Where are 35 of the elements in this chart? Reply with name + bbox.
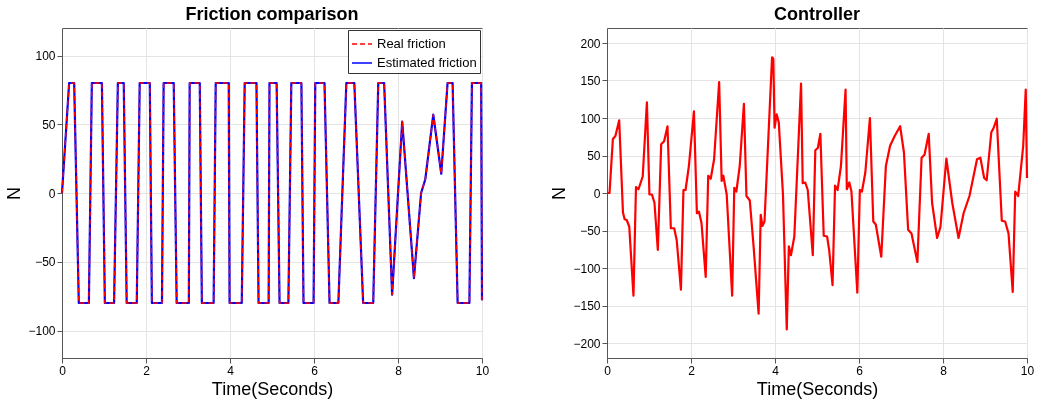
chart-title: Friction comparison bbox=[185, 4, 359, 24]
x-axis-title: Time(Seconds) bbox=[756, 378, 879, 399]
legend-label: Real friction bbox=[377, 36, 446, 51]
x-tick-label: 4 bbox=[772, 363, 780, 378]
x-tick-label: 10 bbox=[1020, 363, 1035, 378]
y-tick-label: 200 bbox=[580, 36, 601, 51]
chart-title: Controller bbox=[773, 4, 861, 24]
x-tick-label: 8 bbox=[395, 363, 403, 378]
y-tick-label: 0 bbox=[48, 186, 56, 201]
x-tick-label: 10 bbox=[475, 363, 490, 378]
x-tick-label: 2 bbox=[143, 363, 151, 378]
y-tick-label: −100 bbox=[573, 261, 601, 276]
x-tick-label: 2 bbox=[688, 363, 696, 378]
x-axis-title: Time(Seconds) bbox=[211, 378, 334, 399]
y-tick-label: −50 bbox=[580, 224, 601, 238]
y-axis-title: N bbox=[4, 187, 25, 200]
y-tick-label: 100 bbox=[580, 111, 601, 126]
x-tick-label: 6 bbox=[311, 363, 319, 378]
x-tick-label: 6 bbox=[856, 363, 864, 378]
x-tick-label: 8 bbox=[940, 363, 948, 378]
line-series bbox=[605, 56, 1029, 331]
x-tick-label: 4 bbox=[227, 363, 235, 378]
y-tick-label: 50 bbox=[587, 149, 601, 163]
y-tick-label: −100 bbox=[28, 324, 56, 338]
legend-label: Estimated friction bbox=[377, 55, 477, 70]
y-tick-label: −50 bbox=[35, 255, 56, 270]
y-tick-label: 0 bbox=[593, 186, 601, 201]
y-tick-label: 50 bbox=[42, 117, 56, 132]
x-tick-label: 0 bbox=[604, 363, 612, 378]
y-tick-label: −150 bbox=[573, 299, 601, 313]
x-tick-label: 0 bbox=[59, 363, 67, 378]
y-axis-title: N bbox=[549, 187, 570, 200]
y-tick-label: −200 bbox=[573, 336, 601, 351]
y-tick-label: 150 bbox=[580, 74, 601, 88]
y-tick-label: 100 bbox=[35, 49, 56, 63]
